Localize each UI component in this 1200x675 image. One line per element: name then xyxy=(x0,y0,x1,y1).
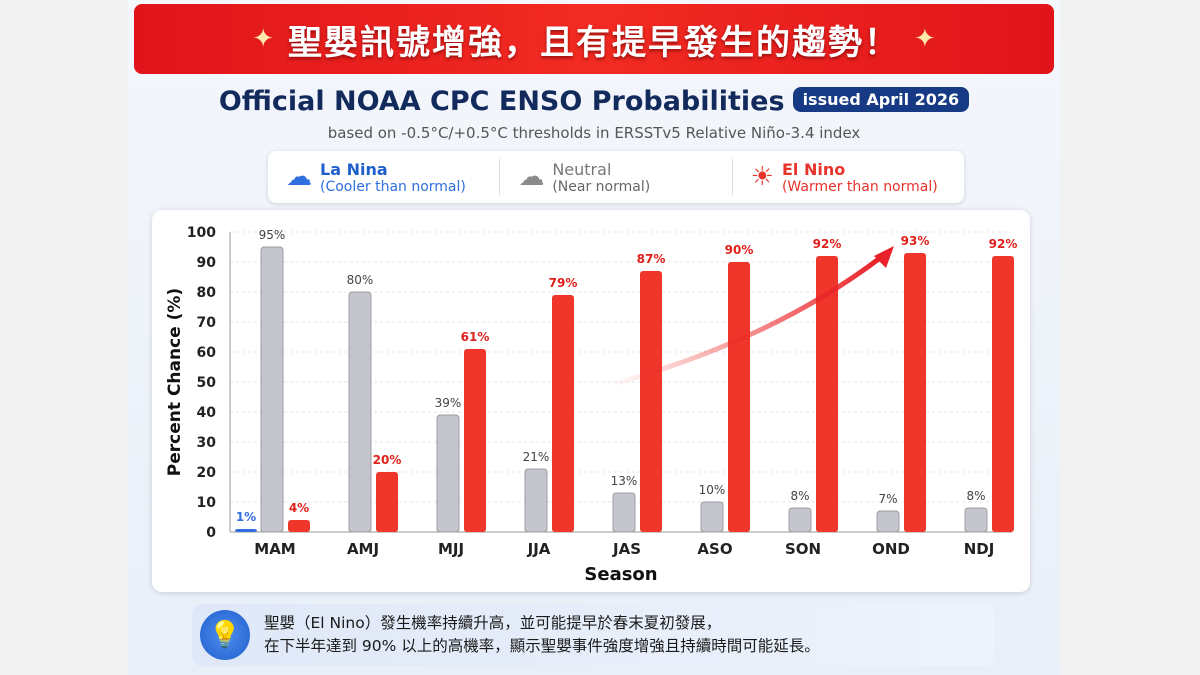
data-label: 8% xyxy=(966,489,985,503)
x-tick-label: JJA xyxy=(527,540,551,558)
bar-neutral xyxy=(348,291,372,533)
data-label: 1% xyxy=(236,510,256,524)
legend-label: Neutral xyxy=(552,159,612,179)
bar-la-nina xyxy=(235,529,257,532)
data-label: 10% xyxy=(699,483,726,497)
arrowhead xyxy=(874,246,894,268)
legend-label: El Nino xyxy=(781,159,846,179)
legend-neutral: ☁ Neutral (Near normal) xyxy=(499,159,731,195)
sun-icon: ☀ xyxy=(750,162,774,192)
bar-neutral xyxy=(700,501,724,533)
x-tick-label: SON xyxy=(785,540,821,558)
x-tick-label: AMJ xyxy=(347,540,379,558)
y-tick-label: 90 xyxy=(197,255,217,271)
bar-el-nino xyxy=(464,349,486,532)
chart-title: Official NOAA CPC ENSO Probabilities issu… xyxy=(128,86,1060,117)
bar-chart: 0 10 20 30 40 50 60 70 80 90 100 MAM 1% 95% 4% AMJ 80% 20… xyxy=(165,225,1018,585)
data-label: 92% xyxy=(813,237,842,251)
bar-neutral xyxy=(436,414,460,533)
data-label: 13% xyxy=(611,474,638,488)
legend-desc: (Cooler than normal) xyxy=(320,178,466,195)
summary-note: 💡 聖嬰（El Nino）發生機率持續升高，並可能提早於春末夏初發展， 在下半年達… xyxy=(192,604,994,666)
data-label: 95% xyxy=(259,228,286,242)
data-label: 39% xyxy=(435,396,462,410)
data-label: 21% xyxy=(523,450,550,464)
y-tick-label: 80 xyxy=(197,285,217,301)
right-margin xyxy=(1060,0,1200,675)
bar-el-nino xyxy=(288,520,310,532)
legend-el-nino: ☀ El Nino (Warmer than normal) xyxy=(731,159,964,195)
note-line: 在下半年達到 90% 以上的高機率，顯示聖嬰事件強度增強且持續時間可能延長。 xyxy=(264,637,820,655)
y-tick-label: 30 xyxy=(197,435,217,451)
data-label: 8% xyxy=(790,489,809,503)
x-tick-label: NDJ xyxy=(964,540,995,558)
title-text: Official NOAA CPC ENSO Probabilities xyxy=(218,86,785,117)
y-tick-label: 40 xyxy=(197,405,217,421)
sparkle-icon: ✦ xyxy=(914,24,936,54)
bar-neutral xyxy=(788,507,812,533)
legend-desc: (Warmer than normal) xyxy=(781,178,938,195)
issued-badge: issued April 2026 xyxy=(792,87,970,112)
bar-el-nino xyxy=(640,271,662,532)
bar-el-nino xyxy=(376,472,398,532)
y-tick-label: 0 xyxy=(206,525,216,541)
x-tick-label: JAS xyxy=(612,540,641,558)
data-label: 20% xyxy=(373,453,402,467)
data-label: 61% xyxy=(461,330,490,344)
data-label: 7% xyxy=(878,492,897,506)
data-label: 79% xyxy=(549,276,578,290)
y-tick-label: 50 xyxy=(197,375,217,391)
x-tick-label: OND xyxy=(872,540,910,558)
data-label: 87% xyxy=(637,252,666,266)
sparkle-icon: ✦ xyxy=(252,24,274,54)
data-label: 93% xyxy=(901,234,930,248)
bar-neutral xyxy=(876,510,900,533)
bar-neutral xyxy=(612,492,636,533)
data-label: 4% xyxy=(289,501,309,515)
trend-arrow xyxy=(609,256,882,388)
data-label: 92% xyxy=(989,237,1018,251)
data-label: 90% xyxy=(725,243,754,257)
legend-label: La Nina xyxy=(320,159,388,179)
x-axis-label: Season xyxy=(584,564,657,585)
infographic: ✦ 聖嬰訊號增強，且有提早發生的趨勢！ ✦ Official NOAA CPC … xyxy=(128,0,1060,675)
bar-el-nino xyxy=(552,295,574,532)
y-tick-label: 10 xyxy=(197,495,217,511)
bar-neutral xyxy=(524,468,548,533)
y-tick-label: 60 xyxy=(197,345,217,361)
legend-la-nina: ☁ La Nina (Cooler than normal) xyxy=(268,159,499,195)
left-margin xyxy=(0,0,128,675)
y-tick-label: 20 xyxy=(197,465,217,481)
y-axis-label: Percent Chance (%) xyxy=(165,288,185,476)
bar-el-nino xyxy=(904,253,926,532)
headline-banner: ✦ 聖嬰訊號增強，且有提早發生的趨勢！ ✦ xyxy=(134,4,1054,74)
bar-neutral xyxy=(260,246,284,533)
cloud-icon: ☁ xyxy=(518,162,545,192)
data-label: 80% xyxy=(347,273,374,287)
bar-el-nino xyxy=(816,256,838,532)
bar-neutral xyxy=(964,507,988,533)
lightbulb-icon: 💡 xyxy=(200,610,250,660)
x-tick-label: MJJ xyxy=(438,540,464,558)
legend: ☁ La Nina (Cooler than normal) ☁ Neutral (Ne… xyxy=(268,151,964,203)
rain-cloud-icon: ☁ xyxy=(286,162,312,192)
y-tick-label: 70 xyxy=(197,315,217,331)
bar-el-nino xyxy=(992,256,1014,532)
x-tick-label: MAM xyxy=(254,540,295,558)
subtitle: based on -0.5°C/+0.5°C thresholds in ERS… xyxy=(327,124,861,142)
note-line: 聖嬰（El Nino）發生機率持續升高，並可能提早於春末夏初發展， xyxy=(264,614,722,632)
chart-panel: 0 10 20 30 40 50 60 70 80 90 100 MAM 1% 95% 4% AMJ 80% 20… xyxy=(152,210,1030,592)
legend-desc: (Near normal) xyxy=(552,178,651,195)
y-tick-label: 100 xyxy=(187,225,216,241)
headline: 聖嬰訊號增強，且有提早發生的趨勢！ xyxy=(288,22,900,63)
x-tick-label: ASO xyxy=(697,540,732,558)
bar-el-nino xyxy=(728,262,750,532)
